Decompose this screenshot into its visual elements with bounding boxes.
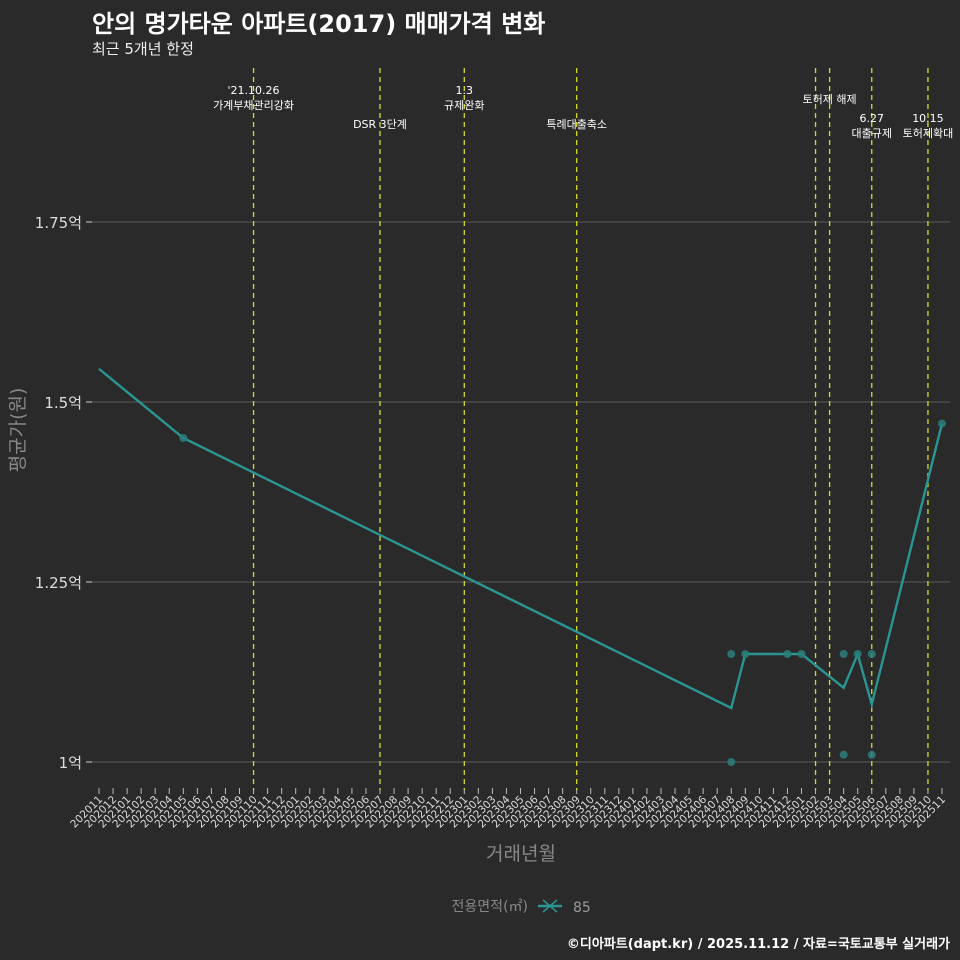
annotation-label: 1.3: [456, 84, 474, 97]
y-axis-title: 평균가(원): [7, 388, 29, 473]
data-point: [727, 758, 736, 766]
data-point: [783, 650, 792, 658]
annotation-label: 가계부채관리강화: [213, 99, 294, 112]
annotation-label: 규제완화: [444, 99, 484, 112]
data-point: [867, 750, 876, 759]
source-caption: ©디아파트(dapt.kr) / 2025.11.12 / 자료=국토교통부 실…: [566, 937, 950, 952]
data-point: [741, 650, 750, 658]
data-point: [797, 650, 806, 658]
legend-title: 전용면적(㎡): [452, 899, 528, 915]
annotation-label: 6.27: [860, 112, 885, 125]
annotation-label: 10.15: [912, 112, 944, 125]
chart-subtitle: 최근 5개년 한정: [92, 40, 194, 58]
data-point: [853, 650, 862, 658]
series-line: [98, 367, 944, 710]
annotation-label: 토허제 해제: [803, 92, 857, 106]
data-point: [179, 434, 188, 442]
y-tick-label: 1.5억: [44, 394, 82, 412]
legend-entry: 85: [573, 900, 591, 916]
data-point: [938, 419, 946, 428]
y-tick-label: 1.75억: [35, 214, 82, 232]
y-tick-label: 1.25억: [35, 574, 82, 592]
data-point: [867, 650, 876, 658]
y-tick-label: 1억: [59, 754, 82, 772]
data-point: [727, 650, 736, 658]
annotation-label: 대출규제: [852, 127, 892, 140]
data-point: [839, 750, 848, 759]
annotation-label: DSR 3단계: [353, 118, 407, 131]
x-axis-title: 거래년월: [486, 843, 556, 865]
legend-cross-icon: [542, 899, 558, 913]
chart-title: 안의 명가타운 아파트(2017) 매매가격 변화: [92, 10, 546, 38]
annotation-label: 토허제확대: [903, 127, 954, 140]
annotation-label: 특례대출축소: [546, 118, 607, 131]
annotation-label: '21.10.26: [228, 84, 280, 97]
data-point: [839, 650, 848, 658]
